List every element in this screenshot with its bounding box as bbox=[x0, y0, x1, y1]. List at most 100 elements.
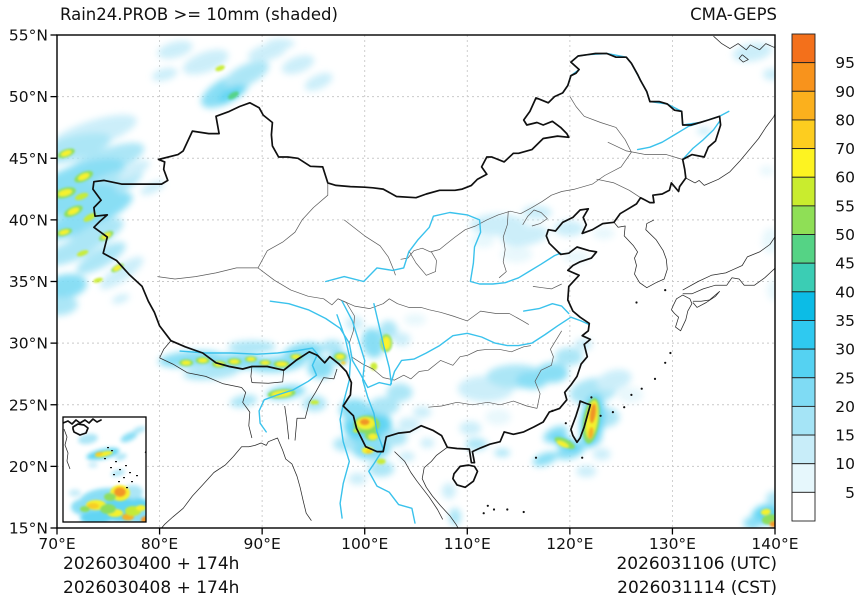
coastline-4 bbox=[682, 236, 775, 291]
island-dot bbox=[664, 289, 667, 292]
lon-tick-label: 70°E bbox=[38, 535, 75, 553]
lon-tick-label: 100°E bbox=[341, 535, 388, 553]
island-dot bbox=[653, 377, 657, 380]
shaded-region bbox=[59, 229, 70, 235]
shaded-region bbox=[576, 465, 597, 478]
island-dot bbox=[599, 414, 602, 417]
colorbar-segment bbox=[791, 463, 816, 493]
island-dot bbox=[635, 301, 638, 304]
shaded-region bbox=[80, 511, 112, 522]
inset-shading-cores bbox=[80, 450, 146, 522]
shaded-region bbox=[112, 293, 130, 304]
shaded-region bbox=[556, 440, 569, 448]
coastline-16 bbox=[713, 35, 775, 51]
shaded-region bbox=[100, 504, 116, 514]
shaded-region bbox=[95, 451, 103, 457]
shaded-region bbox=[345, 316, 364, 331]
inset-island-dot bbox=[113, 474, 115, 476]
coastline-8 bbox=[284, 405, 290, 440]
shaded-region bbox=[501, 225, 549, 247]
shaded-region bbox=[182, 365, 239, 381]
shaded-region bbox=[76, 242, 126, 275]
coastline-5 bbox=[421, 446, 459, 528]
shaded-region bbox=[83, 213, 97, 222]
island-dot bbox=[522, 510, 525, 514]
shaded-region bbox=[494, 448, 511, 457]
shaded-region bbox=[340, 361, 346, 365]
shaded-region bbox=[759, 165, 774, 176]
province-boundaries bbox=[157, 96, 683, 409]
island-dot bbox=[534, 456, 538, 459]
shaded-region bbox=[413, 406, 432, 419]
shaded-region bbox=[381, 430, 408, 446]
coastline-13 bbox=[251, 370, 285, 384]
shaded-region bbox=[69, 489, 81, 497]
lat-tick-label: 45°N bbox=[9, 150, 48, 168]
shaded-region bbox=[420, 438, 435, 448]
page-title: Rain24.PROB >= 10mm (shaded) bbox=[60, 5, 338, 24]
inset-island-dot bbox=[107, 447, 109, 449]
colorbar-label: 70 bbox=[835, 140, 855, 158]
province-line-14 bbox=[400, 96, 632, 260]
inset-island-dot bbox=[119, 469, 121, 471]
inset-island-dot bbox=[125, 465, 127, 467]
shaded-region bbox=[536, 362, 569, 383]
valid-times: 2026031106 (UTC) 2026031114 (CST) bbox=[616, 552, 777, 600]
colorbar-label: 15 bbox=[835, 427, 855, 445]
shaded-region bbox=[60, 150, 72, 157]
lat-tick-label: 55°N bbox=[9, 27, 48, 45]
shaded-region bbox=[459, 421, 482, 436]
shaded-region bbox=[500, 246, 533, 263]
province-line-11 bbox=[534, 330, 562, 409]
shaded-region bbox=[115, 453, 127, 461]
colorbar-label: 35 bbox=[835, 312, 855, 330]
inset-island-dot bbox=[129, 472, 131, 474]
init-times: 2026030400 + 174h 2026030408 + 174h bbox=[63, 552, 239, 600]
colorbar-segment bbox=[791, 62, 816, 92]
shaded-region bbox=[132, 426, 146, 434]
shaded-region bbox=[697, 127, 712, 136]
taiwan-outline bbox=[570, 400, 592, 444]
coastline-6 bbox=[394, 451, 444, 520]
inset-island-dot bbox=[115, 461, 117, 463]
init-time-cst: 2026030408 + 174h bbox=[63, 578, 240, 598]
coastline-12 bbox=[159, 340, 172, 359]
shaded-region bbox=[554, 347, 583, 366]
shaded-region bbox=[449, 507, 461, 526]
shaded-region bbox=[157, 40, 193, 59]
colorbar-segment bbox=[791, 491, 816, 522]
shaded-region bbox=[182, 49, 229, 75]
colorbar-segment bbox=[791, 348, 816, 379]
colorbar-label: 45 bbox=[835, 255, 855, 273]
colorbar-segment bbox=[791, 148, 816, 178]
lat-tick-label: 25°N bbox=[9, 396, 48, 414]
inset-island-dot bbox=[131, 481, 133, 483]
lon-tick-label: 130°E bbox=[649, 535, 696, 553]
island-dot bbox=[486, 504, 489, 507]
shaded-region bbox=[359, 418, 370, 426]
shaded-region bbox=[392, 332, 411, 347]
colorbar-segment bbox=[791, 405, 816, 436]
shaded-region bbox=[760, 508, 771, 516]
shaded-region bbox=[104, 493, 116, 501]
shaded-region bbox=[266, 38, 295, 49]
island-dot bbox=[640, 387, 643, 390]
shaded-region bbox=[397, 417, 420, 432]
province-line-0 bbox=[157, 267, 258, 280]
shaded-region bbox=[596, 369, 632, 391]
shaded-region bbox=[120, 431, 138, 443]
coastline-10 bbox=[241, 387, 253, 439]
inset-content bbox=[63, 417, 146, 522]
shaded-region bbox=[386, 383, 413, 402]
colorbar-label: 80 bbox=[835, 111, 855, 129]
province-line-12 bbox=[607, 141, 683, 160]
island-specks bbox=[482, 289, 672, 515]
shaded-region bbox=[766, 491, 775, 506]
shaded-region bbox=[370, 362, 378, 371]
shaded-region bbox=[336, 354, 345, 360]
inset-island-dot bbox=[126, 487, 128, 489]
shaded-region bbox=[769, 521, 775, 528]
shaded-region bbox=[404, 313, 426, 326]
